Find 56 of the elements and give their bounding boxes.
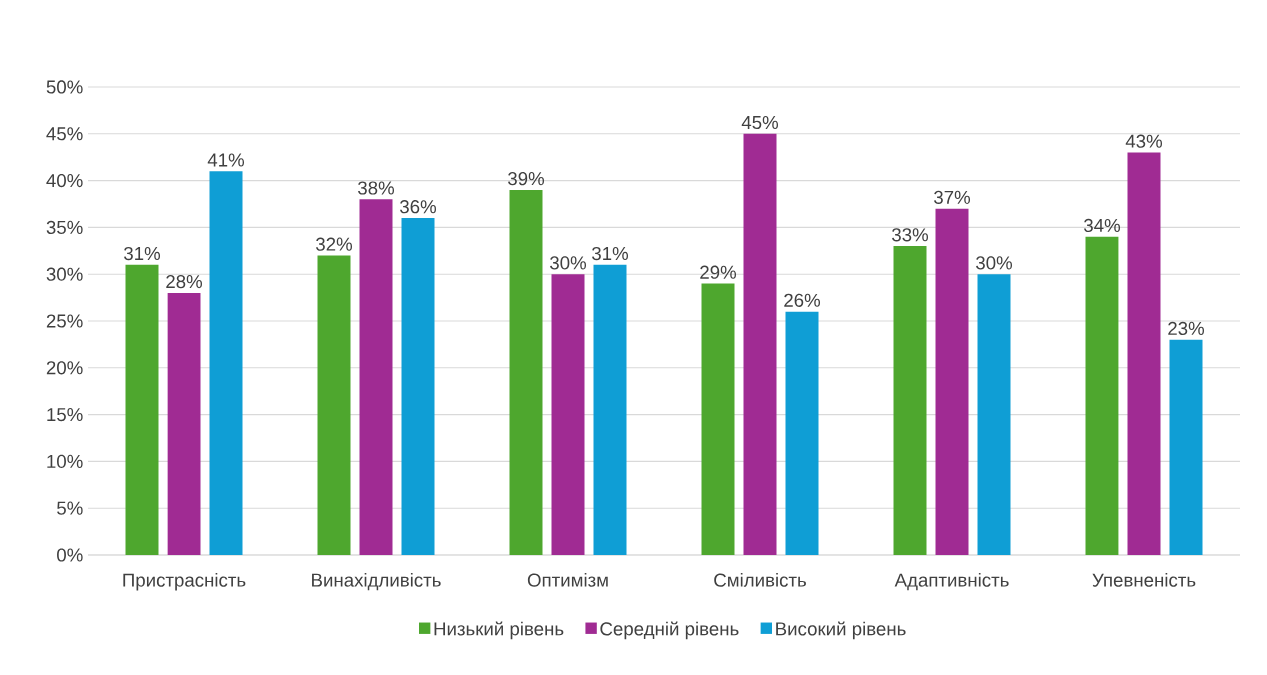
data-label: 30% — [976, 256, 1013, 270]
x-tick-label: Адаптивність — [894, 573, 1009, 591]
data-label: 26% — [784, 293, 821, 307]
data-label: 43% — [1125, 134, 1163, 148]
bar — [743, 133, 777, 555]
x-tick-label: Винахідливість — [312, 573, 441, 591]
x-tick-label: Оптимізм — [527, 573, 608, 587]
y-tick-label: 5% — [57, 501, 83, 515]
legend-label: Високий рівень — [776, 621, 906, 640]
data-label: 38% — [358, 181, 395, 195]
data-label: 23% — [1168, 321, 1205, 336]
data-label: 45% — [741, 115, 779, 130]
bar — [317, 255, 351, 555]
x-tick-label: Упевненість — [1092, 573, 1196, 587]
bar — [167, 292, 201, 555]
y-tick-label: 40% — [46, 173, 83, 188]
y-tick-label: 0% — [57, 548, 83, 562]
y-tick-label: 35% — [46, 220, 83, 235]
data-label: 30% — [550, 256, 587, 270]
bar — [401, 218, 435, 555]
data-label: 37% — [934, 190, 971, 204]
data-label: 31% — [124, 246, 161, 261]
bar — [1127, 152, 1161, 555]
y-tick-label: 15% — [47, 408, 83, 422]
bar — [125, 264, 159, 555]
bar — [935, 208, 969, 555]
data-label: 29% — [700, 265, 737, 279]
bar — [701, 283, 735, 555]
y-tick-label: 30% — [46, 267, 83, 281]
x-tick-label: Пристрасність — [123, 573, 246, 591]
data-label: 31% — [592, 246, 629, 261]
y-tick-label: 50% — [46, 80, 83, 94]
data-label: 32% — [316, 237, 353, 251]
bar — [785, 311, 819, 555]
bar — [1085, 236, 1119, 555]
y-tick-label: 20% — [46, 361, 83, 375]
data-label: 41% — [207, 153, 245, 167]
bar — [209, 171, 243, 555]
data-label: 28% — [166, 274, 203, 289]
bar — [893, 246, 927, 555]
bar — [593, 264, 627, 555]
y-tick-label: 25% — [46, 314, 83, 328]
data-label: 36% — [400, 200, 437, 214]
bar — [359, 199, 393, 555]
data-label: 39% — [508, 172, 545, 186]
legend-label: Низький рівень — [434, 621, 564, 640]
data-label: 34% — [1084, 218, 1121, 233]
bar — [551, 274, 585, 555]
legend-label: Середній рівень — [600, 621, 739, 640]
data-label: 33% — [892, 228, 929, 242]
bar — [977, 274, 1011, 555]
bar — [1169, 339, 1203, 555]
x-tick-label: Сміливість — [714, 573, 806, 587]
bar — [509, 189, 543, 555]
y-tick-label: 10% — [47, 454, 83, 469]
y-tick-label: 45% — [46, 127, 83, 141]
